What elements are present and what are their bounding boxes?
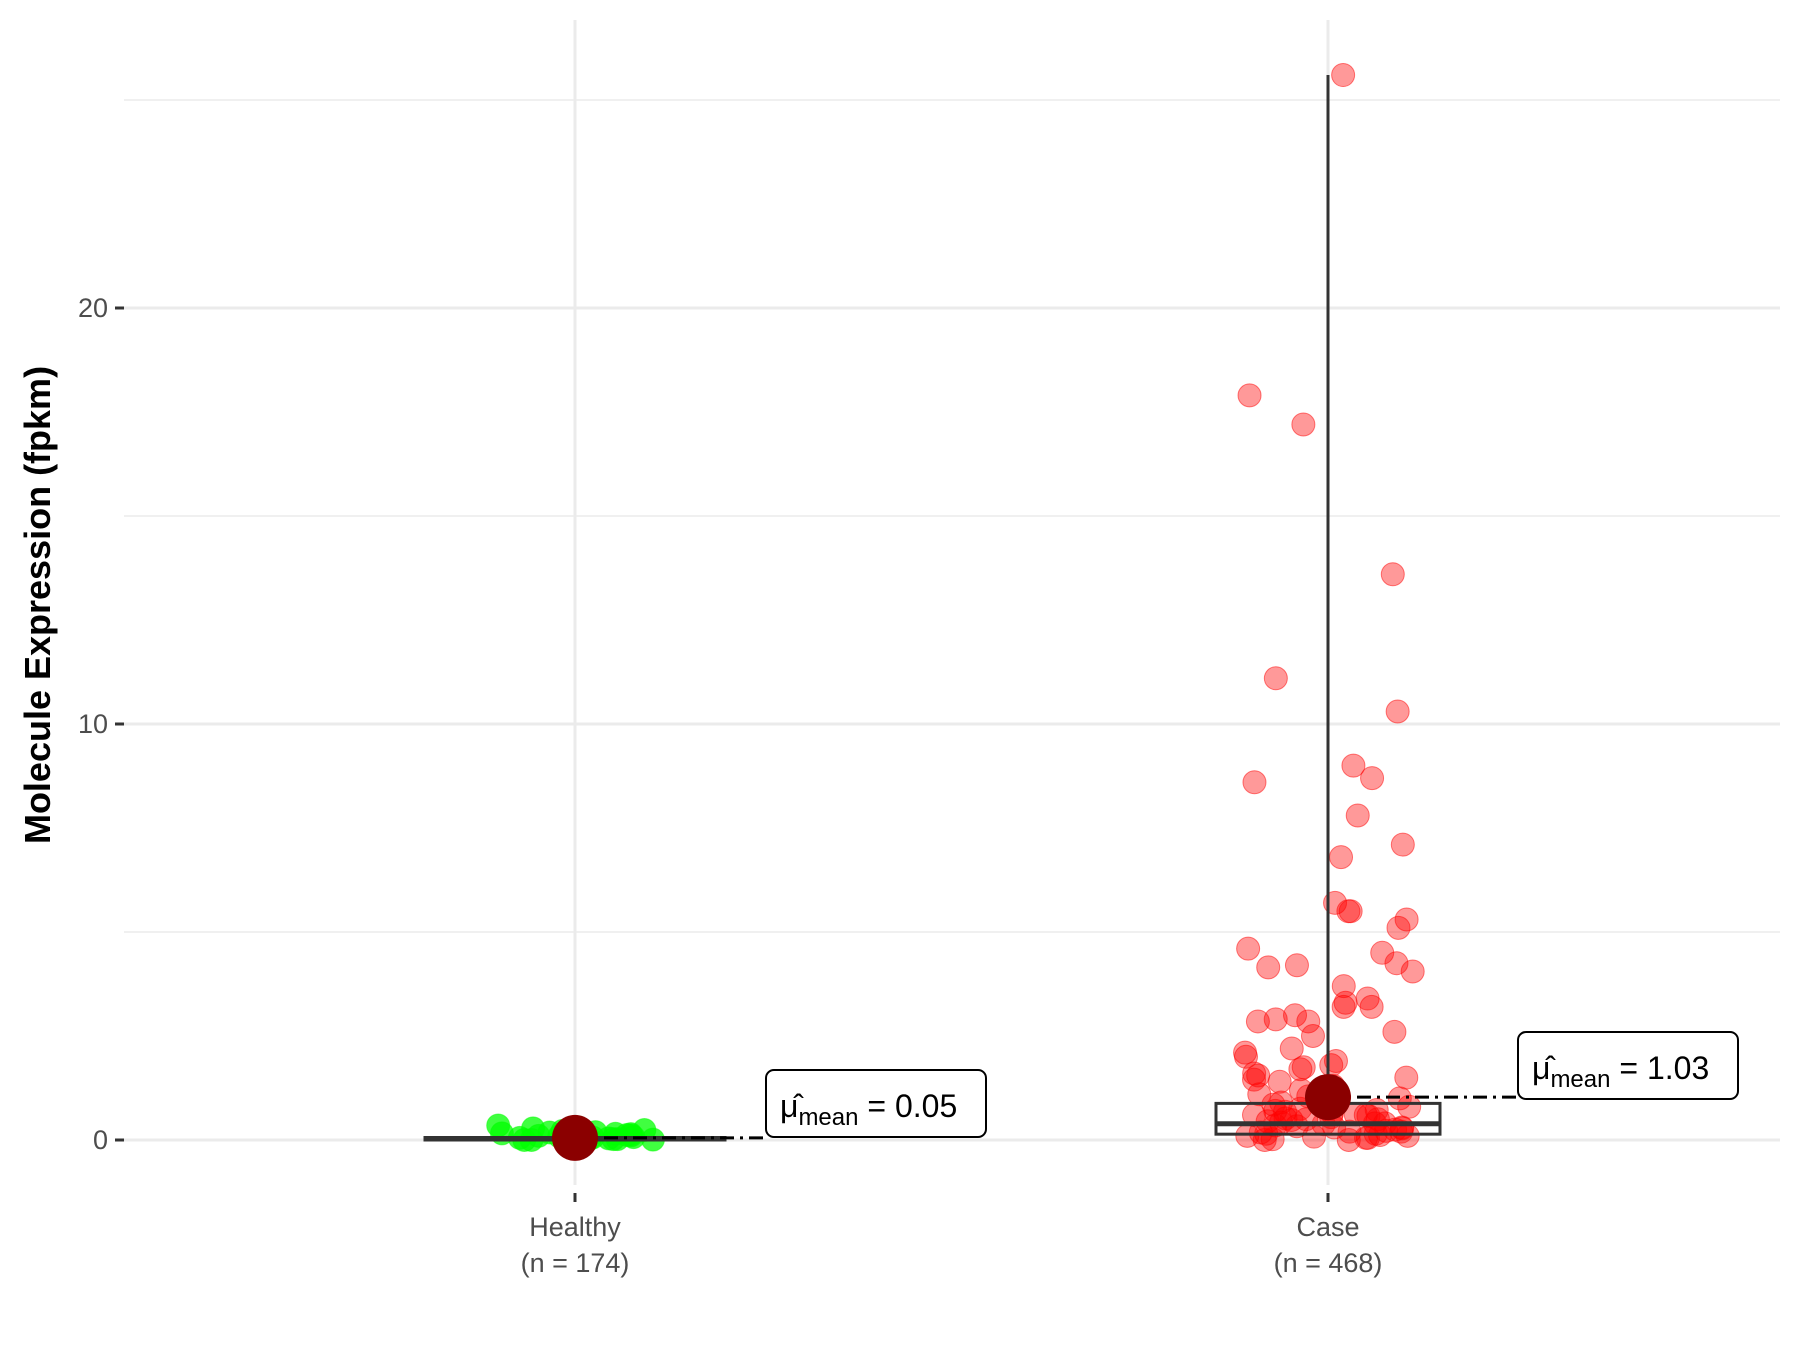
mean-value: 1.03 [1647, 1050, 1709, 1086]
data-point [1336, 899, 1361, 924]
data-point [1279, 1036, 1304, 1061]
data-point [1331, 994, 1356, 1019]
grid [124, 20, 1780, 1185]
data-point [1288, 1057, 1313, 1082]
x-tick-count: (n = 468) [1274, 1248, 1383, 1278]
mean-label: μ̂mean = 1.03 [1517, 1031, 1739, 1100]
data-point [1236, 936, 1261, 961]
data-point [1384, 951, 1409, 976]
x-tick-label: Case [1296, 1212, 1359, 1242]
axes: 0 10 20 Healthy (n = 174) Case (n = 468) [78, 293, 1382, 1278]
data-point [1263, 666, 1288, 691]
data-point [1256, 955, 1281, 980]
data-point [1323, 1048, 1348, 1073]
data-point [1331, 63, 1356, 88]
equals-sign: = [858, 1088, 894, 1124]
mean-subscript: mean [1550, 1066, 1610, 1093]
data-point [1333, 990, 1358, 1015]
data-point [1245, 1009, 1270, 1034]
y-tick-label: 10 [78, 709, 108, 739]
data-point [1390, 832, 1415, 857]
data-point [1242, 1067, 1267, 1092]
data-point [1394, 1065, 1419, 1090]
data-point [1235, 1123, 1260, 1148]
mean-label-text: μ̂mean = 0.05 [780, 1088, 957, 1131]
data-point [1263, 1007, 1288, 1032]
data-point [632, 1118, 657, 1143]
data-point [1359, 994, 1384, 1019]
data-point [1397, 1094, 1422, 1119]
data-point [1380, 562, 1405, 587]
data-point [1247, 1082, 1272, 1107]
data-point [1296, 1009, 1321, 1034]
x-tick-label: Healthy [529, 1212, 621, 1242]
data-point [1341, 753, 1366, 778]
data-point [1345, 803, 1370, 828]
mean-subscript: mean [798, 1104, 858, 1131]
data-point [1329, 845, 1354, 870]
mean-label-box [1517, 1031, 1739, 1100]
mean-label-text: μ̂mean = 1.03 [1532, 1050, 1709, 1093]
data-point [1267, 1069, 1292, 1094]
mean-point [552, 1114, 598, 1161]
data-point [1400, 959, 1425, 984]
data-point [1370, 940, 1395, 965]
data-point [1284, 953, 1309, 978]
data-point [1319, 1053, 1344, 1078]
data-point [1291, 412, 1316, 437]
mean-label: μ̂mean = 0.05 [765, 1069, 987, 1138]
data-point [1385, 699, 1410, 724]
equals-sign: = [1610, 1050, 1646, 1086]
y-tick-label: 0 [93, 1125, 108, 1155]
data-point [1300, 1024, 1325, 1048]
data-point [1360, 766, 1385, 791]
data-point [1242, 770, 1267, 795]
marks: μ̂mean = 0.05 μ̂mean = 1.03 [423, 63, 1739, 1161]
x-tick-count: (n = 174) [521, 1248, 630, 1278]
y-tick-label: 20 [78, 293, 108, 323]
data-point [1386, 915, 1411, 940]
data-point [1242, 1061, 1267, 1086]
mean-label-box [765, 1069, 987, 1138]
data-point [1237, 383, 1262, 408]
y-axis-title: Molecule Expression (fpkm) [17, 366, 58, 844]
data-point [1382, 1019, 1407, 1044]
mean-value: 0.05 [895, 1088, 957, 1124]
mean-point [1305, 1074, 1351, 1121]
data-point [1283, 1003, 1308, 1028]
